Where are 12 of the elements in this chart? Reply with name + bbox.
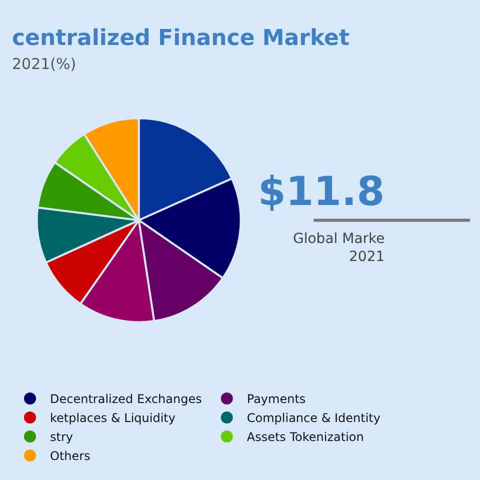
text: $11.8	[258, 169, 385, 215]
legend-label: Decentralized Exchanges	[50, 392, 202, 406]
legend-label: Compliance & Identity	[246, 411, 380, 426]
legend-label: Payments	[246, 392, 306, 406]
legend-label: Others	[50, 449, 90, 464]
chart-title: centralized Finance Market	[12, 26, 350, 51]
legend-label: Assets Tokenization	[246, 430, 364, 444]
legend-label: ketplaces & Liquidity	[50, 411, 176, 426]
chart-subtitle: 2021(%)	[12, 55, 76, 73]
legend-label: stry	[50, 430, 73, 444]
text: 2021	[349, 249, 385, 265]
text: Global Marke	[293, 231, 385, 247]
